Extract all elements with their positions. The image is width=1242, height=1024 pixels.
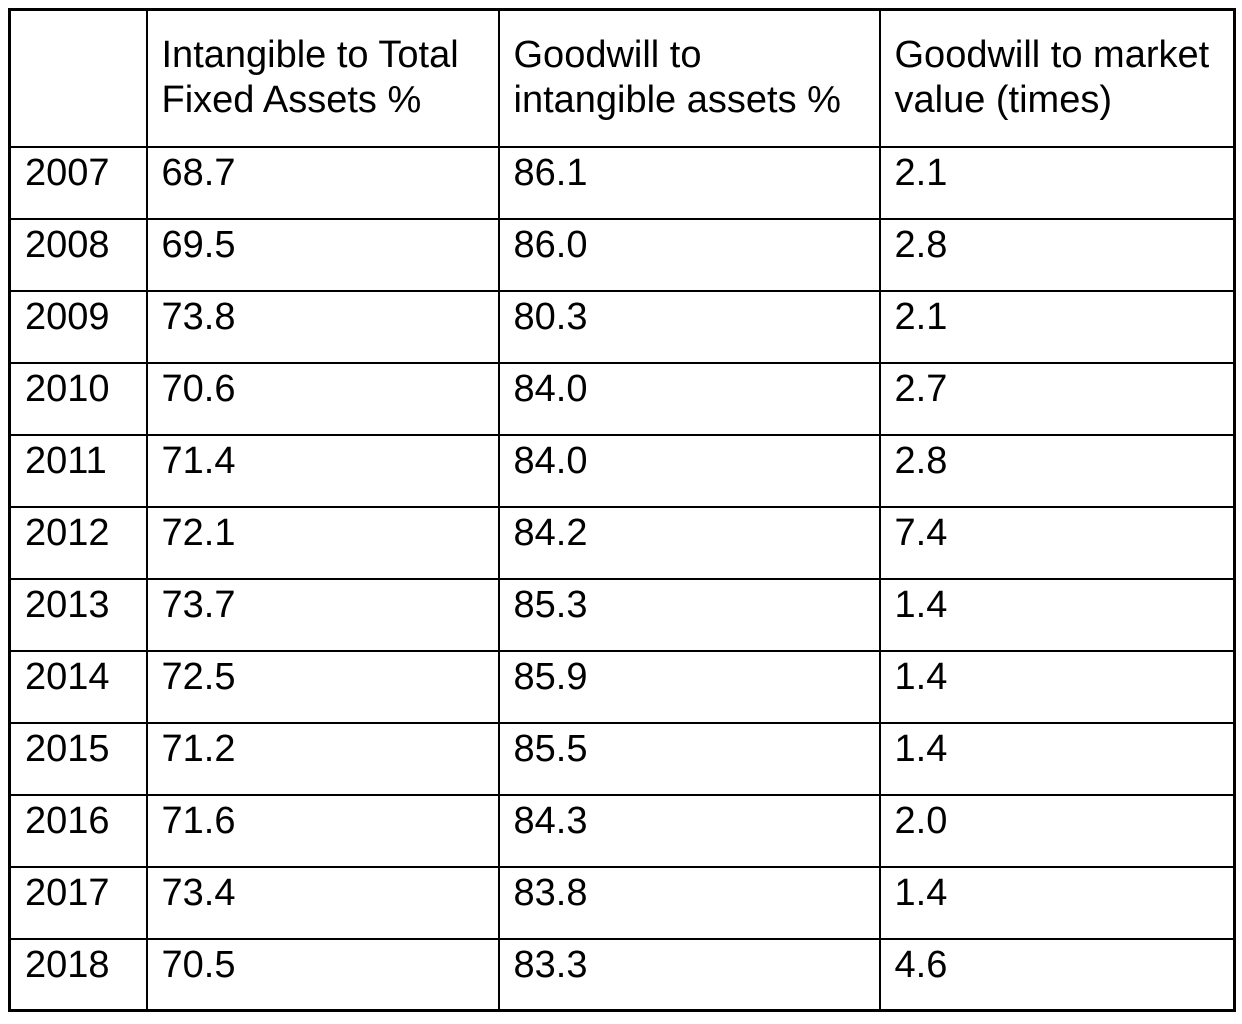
value-cell: 86.1 xyxy=(497,145,881,220)
value-cell: 2.8 xyxy=(878,217,1236,292)
table-row: 2015 71.2 85.5 1.4 xyxy=(8,721,1236,796)
value-cell: 85.9 xyxy=(497,649,881,724)
header-cell: Goodwill to market value (times) xyxy=(878,8,1236,148)
table-header: Intangible to Total Fixed Assets % Goodwil… xyxy=(8,8,1236,148)
year-cell: 2013 xyxy=(8,577,148,652)
value-cell: 84.3 xyxy=(497,793,881,868)
value-cell: 73.4 xyxy=(145,865,500,940)
value-cell: 4.6 xyxy=(878,937,1236,1012)
year-cell: 2012 xyxy=(8,505,148,580)
value-cell: 1.4 xyxy=(878,577,1236,652)
table-row: 2011 71.4 84.0 2.8 xyxy=(8,433,1236,508)
table-row: 2014 72.5 85.9 1.4 xyxy=(8,649,1236,724)
value-cell: 71.6 xyxy=(145,793,500,868)
table-row: 2007 68.7 86.1 2.1 xyxy=(8,145,1236,220)
value-cell: 2.1 xyxy=(878,145,1236,220)
year-cell: 2017 xyxy=(8,865,148,940)
value-cell: 84.0 xyxy=(497,433,881,508)
value-cell: 85.5 xyxy=(497,721,881,796)
value-cell: 2.7 xyxy=(878,361,1236,436)
value-cell: 84.0 xyxy=(497,361,881,436)
year-cell: 2015 xyxy=(8,721,148,796)
table-row: 2008 69.5 86.0 2.8 xyxy=(8,217,1236,292)
value-cell: 7.4 xyxy=(878,505,1236,580)
header-cell: Intangible to Total Fixed Assets % xyxy=(145,8,500,148)
financial-ratios-table: Intangible to Total Fixed Assets % Goodwil… xyxy=(8,8,1236,1012)
value-cell: 85.3 xyxy=(497,577,881,652)
value-cell: 86.0 xyxy=(497,217,881,292)
year-cell: 2010 xyxy=(8,361,148,436)
header-row: Intangible to Total Fixed Assets % Goodwil… xyxy=(8,8,1236,148)
header-cell: Goodwill to intangible assets % xyxy=(497,8,881,148)
year-cell: 2016 xyxy=(8,793,148,868)
value-cell: 83.3 xyxy=(497,937,881,1012)
year-cell: 2007 xyxy=(8,145,148,220)
value-cell: 2.8 xyxy=(878,433,1236,508)
year-cell: 2014 xyxy=(8,649,148,724)
value-cell: 80.3 xyxy=(497,289,881,364)
header-cell-empty xyxy=(8,8,148,148)
value-cell: 1.4 xyxy=(878,865,1236,940)
value-cell: 2.1 xyxy=(878,289,1236,364)
value-cell: 69.5 xyxy=(145,217,500,292)
table-row: 2010 70.6 84.0 2.7 xyxy=(8,361,1236,436)
value-cell: 73.8 xyxy=(145,289,500,364)
value-cell: 72.5 xyxy=(145,649,500,724)
table-row: 2013 73.7 85.3 1.4 xyxy=(8,577,1236,652)
value-cell: 1.4 xyxy=(878,721,1236,796)
year-cell: 2009 xyxy=(8,289,148,364)
table-row: 2012 72.1 84.2 7.4 xyxy=(8,505,1236,580)
table-row: 2018 70.5 83.3 4.6 xyxy=(8,937,1236,1012)
value-cell: 73.7 xyxy=(145,577,500,652)
value-cell: 71.4 xyxy=(145,433,500,508)
value-cell: 83.8 xyxy=(497,865,881,940)
value-cell: 70.6 xyxy=(145,361,500,436)
value-cell: 2.0 xyxy=(878,793,1236,868)
year-cell: 2008 xyxy=(8,217,148,292)
value-cell: 68.7 xyxy=(145,145,500,220)
year-cell: 2011 xyxy=(8,433,148,508)
value-cell: 84.2 xyxy=(497,505,881,580)
value-cell: 71.2 xyxy=(145,721,500,796)
value-cell: 72.1 xyxy=(145,505,500,580)
table-row: 2016 71.6 84.3 2.0 xyxy=(8,793,1236,868)
table-row: 2009 73.8 80.3 2.1 xyxy=(8,289,1236,364)
value-cell: 70.5 xyxy=(145,937,500,1012)
table-body: 2007 68.7 86.1 2.1 2008 69.5 86.0 2.8 2009 73.8 80… xyxy=(8,145,1236,1012)
value-cell: 1.4 xyxy=(878,649,1236,724)
year-cell: 2018 xyxy=(8,937,148,1012)
table-row: 2017 73.4 83.8 1.4 xyxy=(8,865,1236,940)
